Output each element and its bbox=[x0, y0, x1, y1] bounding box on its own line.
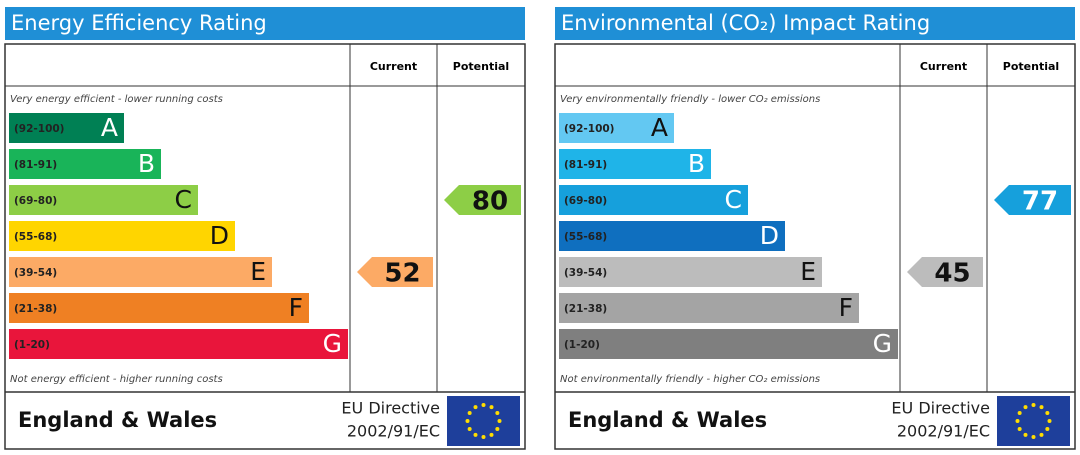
bottom-note: Not energy efficient - higher running co… bbox=[10, 374, 223, 385]
rating-value: 80 bbox=[472, 187, 508, 217]
band-letter: G bbox=[323, 329, 342, 358]
eu-star bbox=[1045, 427, 1050, 431]
eu-star bbox=[1031, 403, 1036, 407]
panel-frame bbox=[4, 43, 526, 450]
band-letter: F bbox=[289, 293, 303, 322]
band-letter: C bbox=[725, 185, 742, 214]
band bbox=[9, 293, 309, 323]
eu-star bbox=[1045, 411, 1050, 415]
band-letter: G bbox=[873, 329, 892, 358]
eu-star bbox=[465, 419, 470, 423]
column-header: Potential bbox=[453, 60, 509, 73]
rating-arrow bbox=[357, 257, 433, 287]
panel-title: Energy Efficiency Rating bbox=[11, 11, 267, 35]
band bbox=[9, 329, 348, 359]
band-letter: F bbox=[839, 293, 853, 322]
column-header: Potential bbox=[1003, 60, 1059, 73]
band-letter: B bbox=[688, 149, 705, 178]
directive: 2002/91/EC bbox=[347, 422, 440, 441]
directive: 2002/91/EC bbox=[897, 422, 990, 441]
band bbox=[559, 293, 859, 323]
band bbox=[9, 257, 272, 287]
bottom-note: Not environmentally friendly - higher CO… bbox=[560, 374, 820, 385]
band bbox=[9, 185, 198, 215]
eu-star bbox=[489, 432, 494, 437]
eu-star bbox=[473, 405, 478, 410]
column-header: Current bbox=[370, 60, 417, 73]
eu-star bbox=[1017, 427, 1022, 431]
band-range: (21-38) bbox=[14, 303, 57, 315]
band bbox=[559, 329, 898, 359]
eu-star bbox=[497, 419, 502, 423]
band-letter: A bbox=[101, 113, 118, 142]
band-letter: A bbox=[651, 113, 668, 142]
band-range: (81-91) bbox=[564, 159, 607, 171]
eu-star bbox=[1047, 419, 1052, 423]
eu-star bbox=[481, 403, 486, 407]
band-letter: C bbox=[175, 185, 192, 214]
panel-title: Environmental (CO₂) Impact Rating bbox=[561, 11, 930, 35]
band-letter: E bbox=[250, 257, 266, 286]
band-range: (81-91) bbox=[14, 159, 57, 171]
band bbox=[9, 149, 161, 179]
eu-star bbox=[495, 411, 500, 415]
eu-star bbox=[1015, 419, 1020, 423]
eu-star bbox=[1023, 432, 1028, 437]
rating-value: 77 bbox=[1022, 187, 1058, 217]
band bbox=[559, 221, 785, 251]
band bbox=[559, 113, 674, 143]
eu-star bbox=[1023, 405, 1028, 410]
band bbox=[559, 185, 748, 215]
band bbox=[559, 149, 711, 179]
band-letter: D bbox=[760, 221, 779, 250]
panel-frame bbox=[554, 43, 1076, 450]
rating-value: 52 bbox=[384, 259, 420, 289]
band-range: (39-54) bbox=[14, 267, 57, 279]
rating-arrow bbox=[444, 185, 521, 215]
region: England & Wales bbox=[18, 408, 217, 432]
band bbox=[559, 257, 822, 287]
band-letter: D bbox=[210, 221, 229, 250]
title-bar bbox=[5, 7, 525, 40]
rating-arrow bbox=[907, 257, 983, 287]
band-range: (55-68) bbox=[564, 231, 607, 243]
eu-star bbox=[1039, 432, 1044, 437]
eu-star bbox=[1039, 405, 1044, 410]
title-bar bbox=[555, 7, 1075, 40]
band-range: (69-80) bbox=[564, 195, 607, 207]
eu-star bbox=[467, 427, 472, 431]
region: England & Wales bbox=[568, 408, 767, 432]
eu-star bbox=[473, 432, 478, 437]
band-range: (92-100) bbox=[564, 123, 615, 135]
top-note: Very energy efficient - lower running co… bbox=[10, 94, 223, 105]
rating-arrow bbox=[994, 185, 1071, 215]
column-header: Current bbox=[920, 60, 967, 73]
eu-star bbox=[495, 427, 500, 431]
band-range: (55-68) bbox=[14, 231, 57, 243]
eu-star bbox=[467, 411, 472, 415]
directive: EU Directive bbox=[891, 399, 990, 418]
rating-value: 45 bbox=[934, 259, 970, 289]
band bbox=[9, 221, 235, 251]
eu-star bbox=[481, 435, 486, 439]
band-letter: B bbox=[138, 149, 155, 178]
band-range: (1-20) bbox=[14, 339, 50, 351]
band bbox=[9, 113, 124, 143]
eu-star bbox=[489, 405, 494, 410]
directive: EU Directive bbox=[341, 399, 440, 418]
band-range: (39-54) bbox=[564, 267, 607, 279]
band-range: (21-38) bbox=[564, 303, 607, 315]
eu-star bbox=[1031, 435, 1036, 439]
band-range: (69-80) bbox=[14, 195, 57, 207]
band-range: (92-100) bbox=[14, 123, 65, 135]
eu-star bbox=[1017, 411, 1022, 415]
top-note: Very environmentally friendly - lower CO… bbox=[560, 94, 820, 105]
band-letter: E bbox=[800, 257, 816, 286]
band-range: (1-20) bbox=[564, 339, 600, 351]
